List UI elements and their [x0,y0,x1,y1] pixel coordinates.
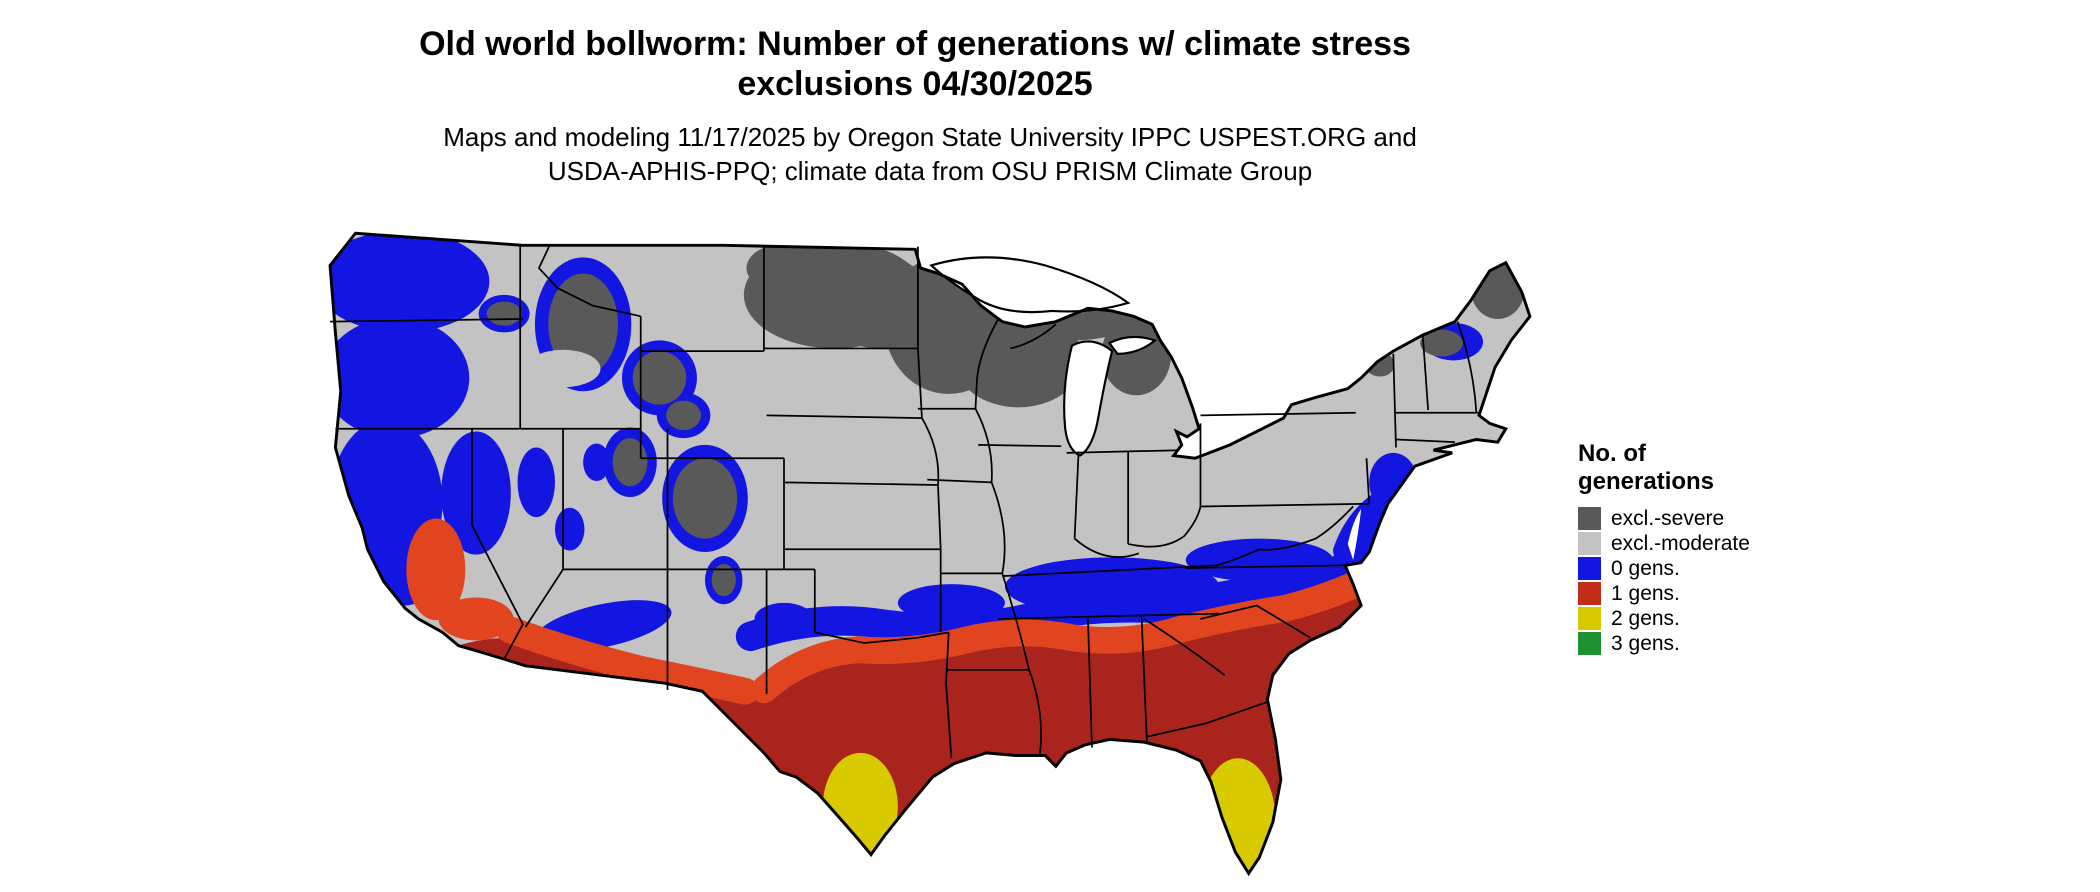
lake-michigan [1063,340,1114,457]
state-borders [330,244,1480,759]
figure-subtitle: Maps and modeling 11/17/2025 by Oregon S… [0,120,1860,188]
region-gens1-edge [406,518,1370,705]
region-excl-severe [486,241,1525,597]
us-generations-map [322,226,1554,886]
legend-label-excl-severe: excl.-severe [1611,507,1725,530]
legend-title-line-2: generations [1578,468,1715,495]
great-lakes [929,256,1362,561]
legend-item-excl-moderate: excl.-moderate [1578,531,1838,556]
legend-label-excl-moderate: excl.-moderate [1611,532,1750,555]
legend: No. of generations excl.-severe excl.-mo… [1578,440,1838,656]
subtitle-line-1: Maps and modeling 11/17/2025 by Oregon S… [443,122,1417,152]
chesapeake-bay [1347,509,1362,561]
legend-item-excl-severe: excl.-severe [1578,506,1838,531]
title-line-1: Old world bollworm: Number of generation… [419,25,1411,63]
title-line-2: exclusions 04/30/2025 [737,65,1093,103]
page-title: Old world bollworm: Number of generation… [0,24,1830,104]
legend-swatch-2-gens [1578,607,1601,630]
legend-label-0-gens: 0 gens. [1611,557,1680,580]
us-outline [328,231,1532,877]
legend-label-3-gens: 3 gens. [1611,632,1680,655]
subtitle-line-2: USDA-APHIS-PPQ; climate data from OSU PR… [547,156,1313,186]
legend-label-1-gens: 1 gens. [1611,582,1680,605]
straits-of-mackinac [1107,335,1158,355]
legend-item-3-gens: 3 gens. [1578,631,1838,656]
legend-swatch-excl-moderate [1578,532,1601,555]
legend-swatch-0-gens [1578,557,1601,580]
legend-item-1-gens: 1 gens. [1578,581,1838,606]
legend-label-2-gens: 2 gens. [1611,607,1680,630]
legend-swatch-3-gens [1578,632,1601,655]
climate-regions [330,233,1530,874]
legend-item-2-gens: 2 gens. [1578,606,1838,631]
legend-title: No. of generations [1578,440,1838,496]
legend-title-line-1: No. of [1578,440,1646,467]
map-svg [328,231,1532,877]
legend-item-0-gens: 0 gens. [1578,556,1838,581]
legend-swatch-excl-severe [1578,507,1601,530]
legend-items: excl.-severe excl.-moderate 0 gens. 1 ge… [1578,506,1838,656]
legend-swatch-1-gens [1578,582,1601,605]
